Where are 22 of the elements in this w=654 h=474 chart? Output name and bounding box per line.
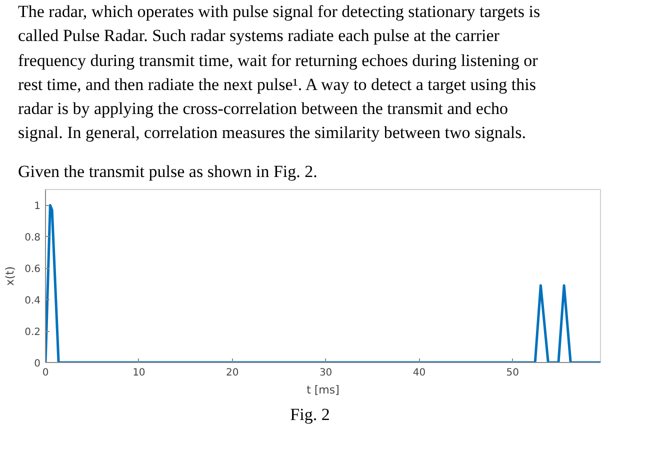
y-tick-label: 0.6 [24, 264, 41, 276]
x-tick-label: 30 [319, 367, 332, 378]
text: radar is by applying the cross-correlation between the transmit and echo [18, 98, 508, 120]
text: rest time, and then radiate the next pulse¹. A way to detect a target using this [18, 74, 536, 96]
text: The radar, which operates with pulse signal for detecting stationary targets is [18, 1, 540, 23]
text: called Pulse Radar. Such radar systems radiate each pulse at the carrier [18, 25, 500, 48]
x-axis-title: t [ms] [306, 383, 340, 396]
x-tick-label: 10 [132, 367, 146, 378]
caption: Fig. 2 [290, 404, 330, 426]
text: signal. In general, correlation measures the similarity between two signals. [18, 122, 526, 144]
text: frequency during transmit time, wait for returning echoes during listening or [18, 50, 538, 72]
text: Given the transmit pulse as shown in Fig. 2. [18, 160, 318, 183]
x-tick-label: 20 [226, 367, 239, 378]
y-tick-label: 1 [34, 201, 41, 212]
y-tick-label: 0.2 [24, 327, 41, 338]
y-tick-label: 0.8 [24, 232, 41, 244]
x-tick-label: 40 [412, 367, 426, 378]
y-tick-label: 0.4 [24, 296, 41, 307]
x-tick-label: 0 [42, 367, 49, 378]
x-tick-label: 50 [506, 367, 520, 378]
y-axis-title: x(t) [4, 266, 17, 286]
y-tick-label: 0 [34, 358, 41, 370]
